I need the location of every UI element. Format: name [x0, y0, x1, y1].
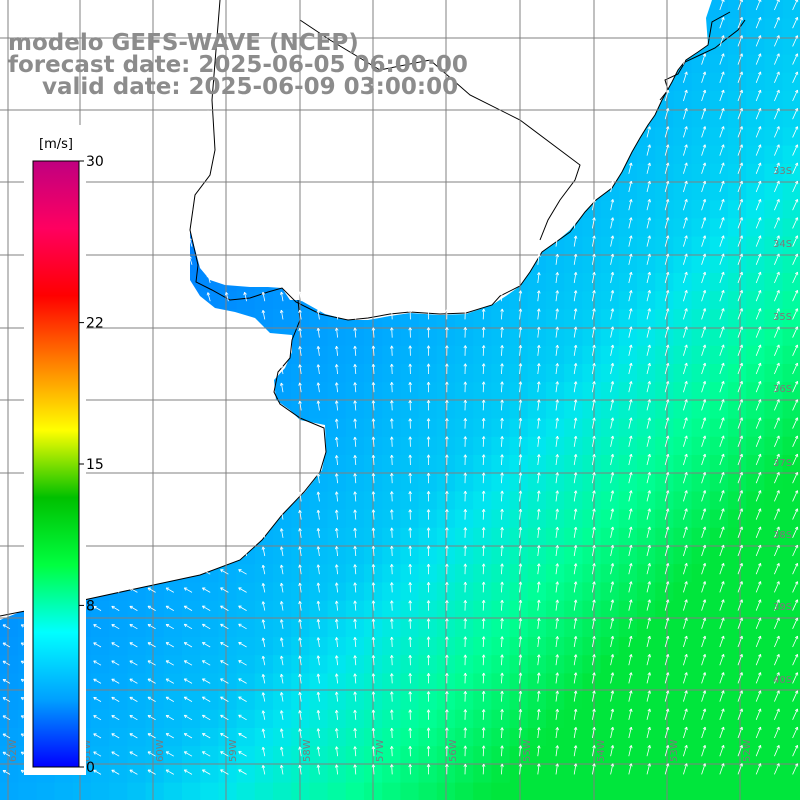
- colorbar-tick-label: 8: [86, 598, 95, 614]
- longitude-label: 52W: [742, 739, 753, 762]
- colorbar-gradient: [32, 160, 80, 768]
- map-title-valid-date: valid date: 2025-06-09 03:00:00: [42, 74, 459, 100]
- latitude-label: 35S: [773, 312, 792, 323]
- colorbar-ticks: 30 22 15 8 0: [79, 154, 104, 776]
- longitude-label: 57W: [375, 739, 386, 762]
- wind-direction-arrows: [2, 0, 799, 775]
- map-title-model: modelo GEFS-WAVE (NCEP): [8, 30, 359, 56]
- longitude-labels: 62W 61W 60W 59W 58W 57W 56W 55W 54W 53W 52W: [8, 739, 753, 762]
- colorbar-tick-label: 30: [86, 154, 104, 170]
- latitude-label: 36S: [773, 384, 792, 395]
- coastline-north: [189, 0, 731, 321]
- colorbar-tick-label: 0: [86, 760, 95, 776]
- latitude-label: 38S: [773, 530, 792, 541]
- longitude-label: 61W: [82, 739, 93, 762]
- colorbar-tick-label: 15: [86, 457, 104, 473]
- colorbar-tick-label: 22: [86, 316, 104, 332]
- colorbar: [m/s] 30 22 15 8 0: [24, 125, 104, 776]
- latitude-label: 40S: [773, 675, 792, 686]
- longitude-label: 62W: [8, 739, 19, 762]
- latitude-label: 33S: [773, 166, 792, 177]
- longitude-label: 53W: [669, 739, 680, 762]
- coastline-uruguay-interior: [299, 19, 581, 241]
- latitude-label: 34S: [773, 239, 792, 250]
- latitude-labels: 33S 34S 35S 36S 37S 38S 39S 40S: [773, 166, 792, 686]
- longitude-label: 54W: [596, 739, 607, 762]
- latitude-label: 37S: [773, 458, 792, 469]
- map-title-forecast-date: forecast date: 2025-06-05 06:00:00: [8, 52, 468, 78]
- coastline-river-plate: [0, 299, 327, 617]
- longitude-label: 56W: [448, 739, 459, 762]
- longitude-label: 58W: [302, 739, 313, 762]
- longitude-label: 60W: [155, 739, 166, 762]
- longitude-label: 55W: [522, 739, 533, 762]
- land-area: [0, 0, 712, 320]
- colorbar-unit: [m/s]: [39, 137, 73, 152]
- longitude-label: 59W: [228, 739, 239, 762]
- latitude-label: 39S: [773, 602, 792, 613]
